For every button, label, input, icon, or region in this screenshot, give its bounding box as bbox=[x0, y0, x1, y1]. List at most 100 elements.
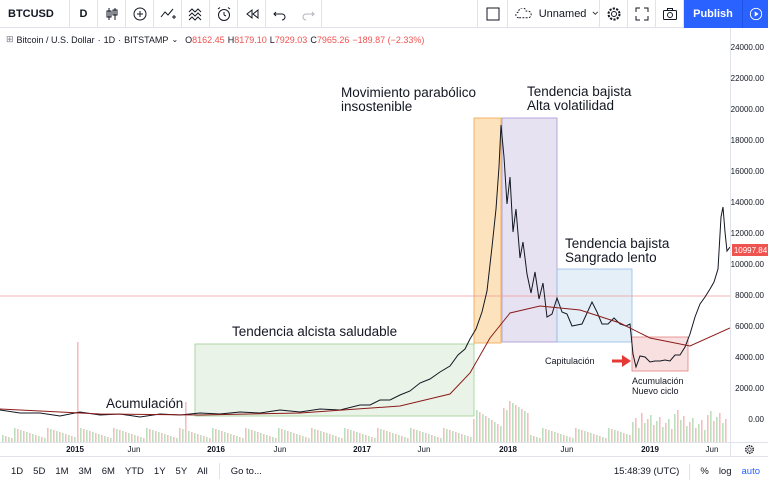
volume-bar bbox=[458, 433, 460, 442]
price-tick-label: 8000.00 bbox=[735, 291, 764, 300]
range-button-ytd[interactable]: YTD bbox=[124, 465, 144, 477]
volume-bar bbox=[638, 428, 640, 442]
volume-bar bbox=[620, 432, 622, 442]
annotation-bajista-lento-2: Sangrado lento bbox=[565, 250, 657, 265]
range-button-5d[interactable]: 5D bbox=[33, 465, 46, 477]
volume-bar bbox=[578, 429, 580, 442]
play-button[interactable] bbox=[742, 0, 768, 28]
volume-bar bbox=[227, 433, 229, 442]
range-button-1y[interactable]: 1Y bbox=[153, 465, 166, 477]
volume-bar bbox=[17, 429, 19, 442]
layout-selector[interactable]: Unnamed bbox=[508, 0, 600, 28]
volume-bar bbox=[26, 432, 28, 442]
range-button-5y[interactable]: 5Y bbox=[175, 465, 188, 477]
volume-bar bbox=[122, 431, 124, 442]
volume-bar bbox=[314, 429, 316, 442]
layout-name: Unnamed bbox=[538, 7, 587, 20]
volume-bar bbox=[482, 414, 484, 442]
time-tick-label: Jun bbox=[127, 445, 141, 454]
volume-bar bbox=[662, 427, 664, 442]
range-button-1d[interactable]: 1D bbox=[11, 465, 24, 477]
volume-bar bbox=[59, 432, 61, 442]
low-label: L bbox=[269, 34, 275, 45]
volume-bar bbox=[272, 437, 274, 442]
percent-toggle[interactable]: % bbox=[700, 466, 709, 477]
volume-bar bbox=[353, 431, 355, 442]
volume-bar bbox=[179, 428, 181, 442]
price-axis[interactable]: 0.00 2000.00 4000.00 6000.00 8000.00 10000.00… bbox=[730, 28, 768, 442]
auto-toggle[interactable]: auto bbox=[741, 466, 761, 477]
date-range-buttons: 1D 5D 1M 3M 6M YTD 1Y 5Y All bbox=[0, 466, 213, 477]
volume-bar bbox=[209, 438, 211, 442]
range-button-3m[interactable]: 3M bbox=[78, 465, 92, 477]
zone-nuevo-ciclo bbox=[631, 336, 689, 372]
high-value: 8179.10 bbox=[234, 34, 267, 45]
time-axis[interactable]: 2015 Jun 2016 Jun 2017 Jun 2018 Jun 2019 Jun bbox=[0, 442, 730, 456]
volume-bar bbox=[326, 433, 328, 442]
volume-bar bbox=[38, 436, 40, 442]
volume-bar bbox=[527, 413, 529, 442]
volume-bar bbox=[365, 435, 367, 442]
time-tick-label: 2017 bbox=[353, 445, 371, 454]
publish-button[interactable]: Publish bbox=[684, 0, 742, 28]
templates-icon[interactable] bbox=[182, 0, 210, 28]
interval-label: D bbox=[79, 7, 88, 20]
volume-bar bbox=[680, 420, 682, 442]
volume-bar bbox=[305, 437, 307, 442]
volume-bar bbox=[446, 429, 448, 442]
volume-bar bbox=[341, 438, 343, 442]
gear-icon[interactable] bbox=[600, 0, 628, 28]
close-label: C bbox=[310, 34, 317, 45]
fullscreen-icon[interactable] bbox=[628, 0, 656, 28]
goto-button[interactable]: Go to... bbox=[230, 465, 262, 477]
compare-add-icon[interactable] bbox=[126, 0, 154, 28]
alert-clock-icon[interactable] bbox=[210, 0, 238, 28]
volume-bar bbox=[185, 402, 187, 442]
legend-interval: 1D bbox=[103, 34, 116, 45]
volume-bar bbox=[479, 412, 481, 442]
redo-icon[interactable] bbox=[294, 0, 322, 28]
chevron-down-icon[interactable]: ⌄ bbox=[171, 35, 179, 44]
time-tick-label: Jun bbox=[273, 445, 287, 454]
fullscreen-select-icon[interactable] bbox=[478, 0, 508, 28]
interval-button[interactable]: D bbox=[70, 0, 98, 28]
range-button-1m[interactable]: 1M bbox=[55, 465, 69, 477]
symbol-search-button[interactable]: BTCUSD bbox=[0, 0, 70, 28]
volume-bar bbox=[536, 437, 538, 442]
range-button-6m[interactable]: 6M bbox=[101, 465, 115, 477]
volume-bar bbox=[545, 429, 547, 442]
price-chart[interactable] bbox=[0, 28, 730, 442]
candles-icon[interactable] bbox=[98, 0, 126, 28]
volume-bar bbox=[347, 429, 349, 442]
volume-bar bbox=[80, 428, 82, 442]
volume-bar bbox=[389, 432, 391, 442]
volume-bar bbox=[263, 434, 265, 442]
volume-bar bbox=[173, 437, 175, 442]
undo-icon[interactable] bbox=[266, 0, 294, 28]
volume-bar bbox=[518, 407, 520, 442]
volume-bar bbox=[539, 438, 541, 442]
axis-settings-button[interactable] bbox=[730, 442, 768, 456]
volume-bar bbox=[14, 428, 16, 442]
volume-bar bbox=[323, 432, 325, 442]
indicators-icon[interactable] bbox=[154, 0, 182, 28]
volume-bar bbox=[317, 430, 319, 442]
volume-bar bbox=[215, 429, 217, 442]
volume-bar bbox=[605, 438, 607, 442]
volume-bar bbox=[488, 418, 490, 442]
log-toggle[interactable]: log bbox=[718, 466, 732, 477]
chart-legend[interactable]: ⊞ Bitcoin / U.S. Dollar · 1D · BITSTAMP … bbox=[6, 34, 425, 45]
annotation-alcista: Tendencia alcista saludable bbox=[232, 324, 398, 339]
volume-bar bbox=[350, 430, 352, 442]
volume-bar bbox=[611, 429, 613, 442]
price-tick-label: 14000.00 bbox=[730, 198, 764, 207]
play-icon bbox=[749, 7, 762, 20]
volume-bar bbox=[230, 434, 232, 442]
range-button-all[interactable]: All bbox=[197, 465, 208, 477]
volume-bar bbox=[98, 434, 100, 442]
volume-bar bbox=[401, 436, 403, 442]
close-value: 7965.26 bbox=[316, 34, 350, 45]
volume-bar bbox=[503, 408, 505, 442]
camera-icon[interactable] bbox=[656, 0, 684, 28]
replay-icon[interactable] bbox=[238, 0, 266, 28]
